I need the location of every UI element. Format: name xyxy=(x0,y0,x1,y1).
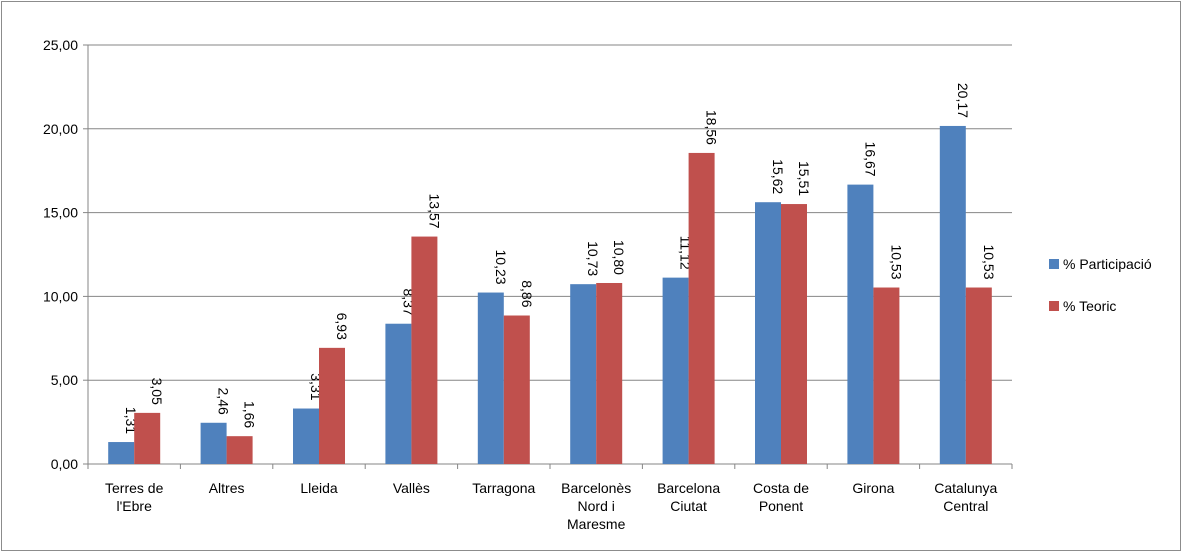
x-tick-label: Ponent xyxy=(759,498,803,514)
data-label: 15,51 xyxy=(796,161,812,196)
bar xyxy=(319,347,345,464)
legend-label: % Teoric xyxy=(1063,298,1116,314)
x-tick-label: Tarragona xyxy=(472,480,535,496)
x-tick-label: l'Ebre xyxy=(117,498,153,514)
x-tick-label: Catalunya xyxy=(934,480,997,496)
y-tick-label: 25,00 xyxy=(43,37,78,53)
bar xyxy=(939,125,966,464)
x-tick-label: Nord i xyxy=(578,498,615,514)
data-label: 2,46 xyxy=(216,388,232,415)
x-tick-label: Terres de xyxy=(105,480,164,496)
data-label: 10,73 xyxy=(585,241,601,276)
legend-label: % Participació xyxy=(1063,256,1152,272)
data-label: 3,05 xyxy=(149,378,165,405)
bar xyxy=(596,282,623,464)
data-label: 16,67 xyxy=(862,142,878,177)
bar xyxy=(134,412,161,464)
bar xyxy=(385,323,412,464)
bar xyxy=(873,287,900,464)
bar xyxy=(755,202,781,464)
x-tick-label: Costa de xyxy=(753,480,809,496)
bar xyxy=(662,277,689,464)
y-tick-label: 20,00 xyxy=(43,121,78,137)
x-tick-label: Maresme xyxy=(567,516,626,532)
bar xyxy=(293,408,319,464)
bar xyxy=(847,184,874,465)
data-label: 10,80 xyxy=(611,240,627,275)
bar xyxy=(503,315,530,464)
bar xyxy=(781,204,807,464)
bar xyxy=(688,152,715,465)
data-label: 18,56 xyxy=(704,110,720,145)
data-label: 13,57 xyxy=(426,194,442,229)
data-label: 10,53 xyxy=(888,244,904,279)
y-tick-label: 10,00 xyxy=(43,288,78,304)
y-tick-label: 0,00 xyxy=(51,456,78,472)
bar xyxy=(108,442,135,464)
data-label: 8,86 xyxy=(519,280,535,307)
bar xyxy=(226,436,253,464)
x-tick-label: Altres xyxy=(209,480,245,496)
data-label: 10,53 xyxy=(981,244,997,279)
bar xyxy=(411,236,438,464)
bar xyxy=(200,422,227,464)
legend-swatch xyxy=(1049,301,1059,311)
bar xyxy=(477,292,504,464)
data-label: 1,66 xyxy=(242,401,258,428)
x-tick-label: Girona xyxy=(852,480,894,496)
x-tick-label: Central xyxy=(943,498,988,514)
bar xyxy=(965,287,992,464)
y-tick-label: 15,00 xyxy=(43,205,78,221)
x-tick-label: Lleida xyxy=(300,480,338,496)
bar xyxy=(570,284,597,464)
data-label: 20,17 xyxy=(955,83,971,118)
x-tick-label: Barcelonès xyxy=(561,480,631,496)
x-tick-label: Barcelona xyxy=(657,480,720,496)
legend-swatch xyxy=(1049,259,1059,269)
y-tick-label: 5,00 xyxy=(51,372,78,388)
x-tick-label: Vallès xyxy=(393,480,430,496)
x-tick-label: Ciutat xyxy=(670,498,707,514)
data-label: 6,93 xyxy=(334,313,350,340)
data-label: 10,23 xyxy=(493,249,509,284)
data-label: 15,62 xyxy=(770,159,786,194)
